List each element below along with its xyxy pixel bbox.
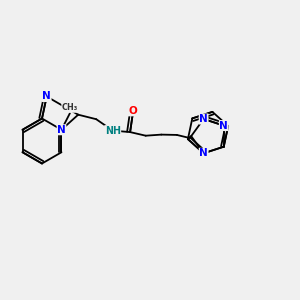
Text: N: N bbox=[219, 121, 228, 130]
Text: N: N bbox=[57, 125, 66, 135]
Text: CH₃: CH₃ bbox=[62, 103, 78, 112]
Text: O: O bbox=[128, 106, 137, 116]
Text: N: N bbox=[199, 148, 208, 158]
Text: NH: NH bbox=[105, 126, 121, 136]
Text: N: N bbox=[42, 92, 51, 101]
Text: N: N bbox=[199, 114, 208, 124]
